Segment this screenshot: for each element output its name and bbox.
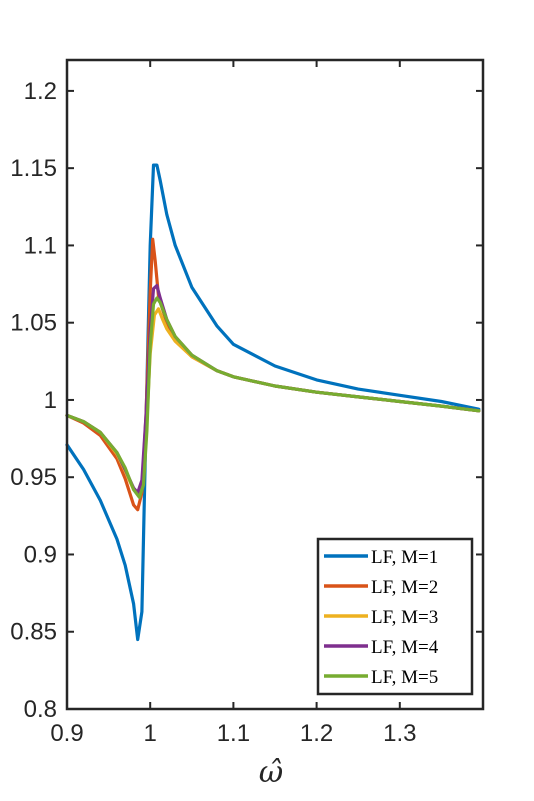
legend-label: LF, M=3 [371, 607, 438, 628]
legend-label: LF, M=4 [371, 637, 439, 658]
ticks-layer: 0.9 1 1.1 1.2 1.3 0.8 0.85 0.9 0.95 1 1.05 1.1 1.15 1… [10, 60, 483, 747]
y-tick-label: 1 [44, 387, 57, 414]
y-tick-label: 1.15 [10, 155, 57, 182]
y-tick-label: 0.85 [10, 619, 57, 646]
legend-label: LF, M=5 [371, 667, 438, 688]
legend-label: LF, M=1 [371, 547, 438, 568]
series-line-m5 [65, 296, 481, 499]
legend: LF, M=1 LF, M=2 LF, M=3 LF, M=4 LF, M=5 [316, 537, 474, 696]
series-line-m1 [65, 163, 481, 642]
y-tick-label: 0.9 [24, 541, 57, 568]
y-tick-label: 1.05 [10, 310, 57, 337]
plot-frame [65, 58, 485, 711]
y-tick-label: 0.8 [24, 696, 57, 723]
x-axis-label: ω̂ [259, 755, 283, 790]
y-tick-label: 1.1 [24, 232, 57, 259]
legend-label: LF, M=2 [371, 577, 438, 598]
series-layer [65, 163, 481, 642]
x-tick-label: 1.3 [383, 720, 416, 747]
x-tick-label: 0.9 [50, 720, 83, 747]
x-tick-label: 1.1 [217, 720, 250, 747]
x-tick-label: 1.2 [300, 720, 333, 747]
y-tick-label: 0.95 [10, 464, 57, 491]
x-tick-label: 1 [144, 720, 157, 747]
y-tick-label: 1.2 [24, 78, 57, 105]
